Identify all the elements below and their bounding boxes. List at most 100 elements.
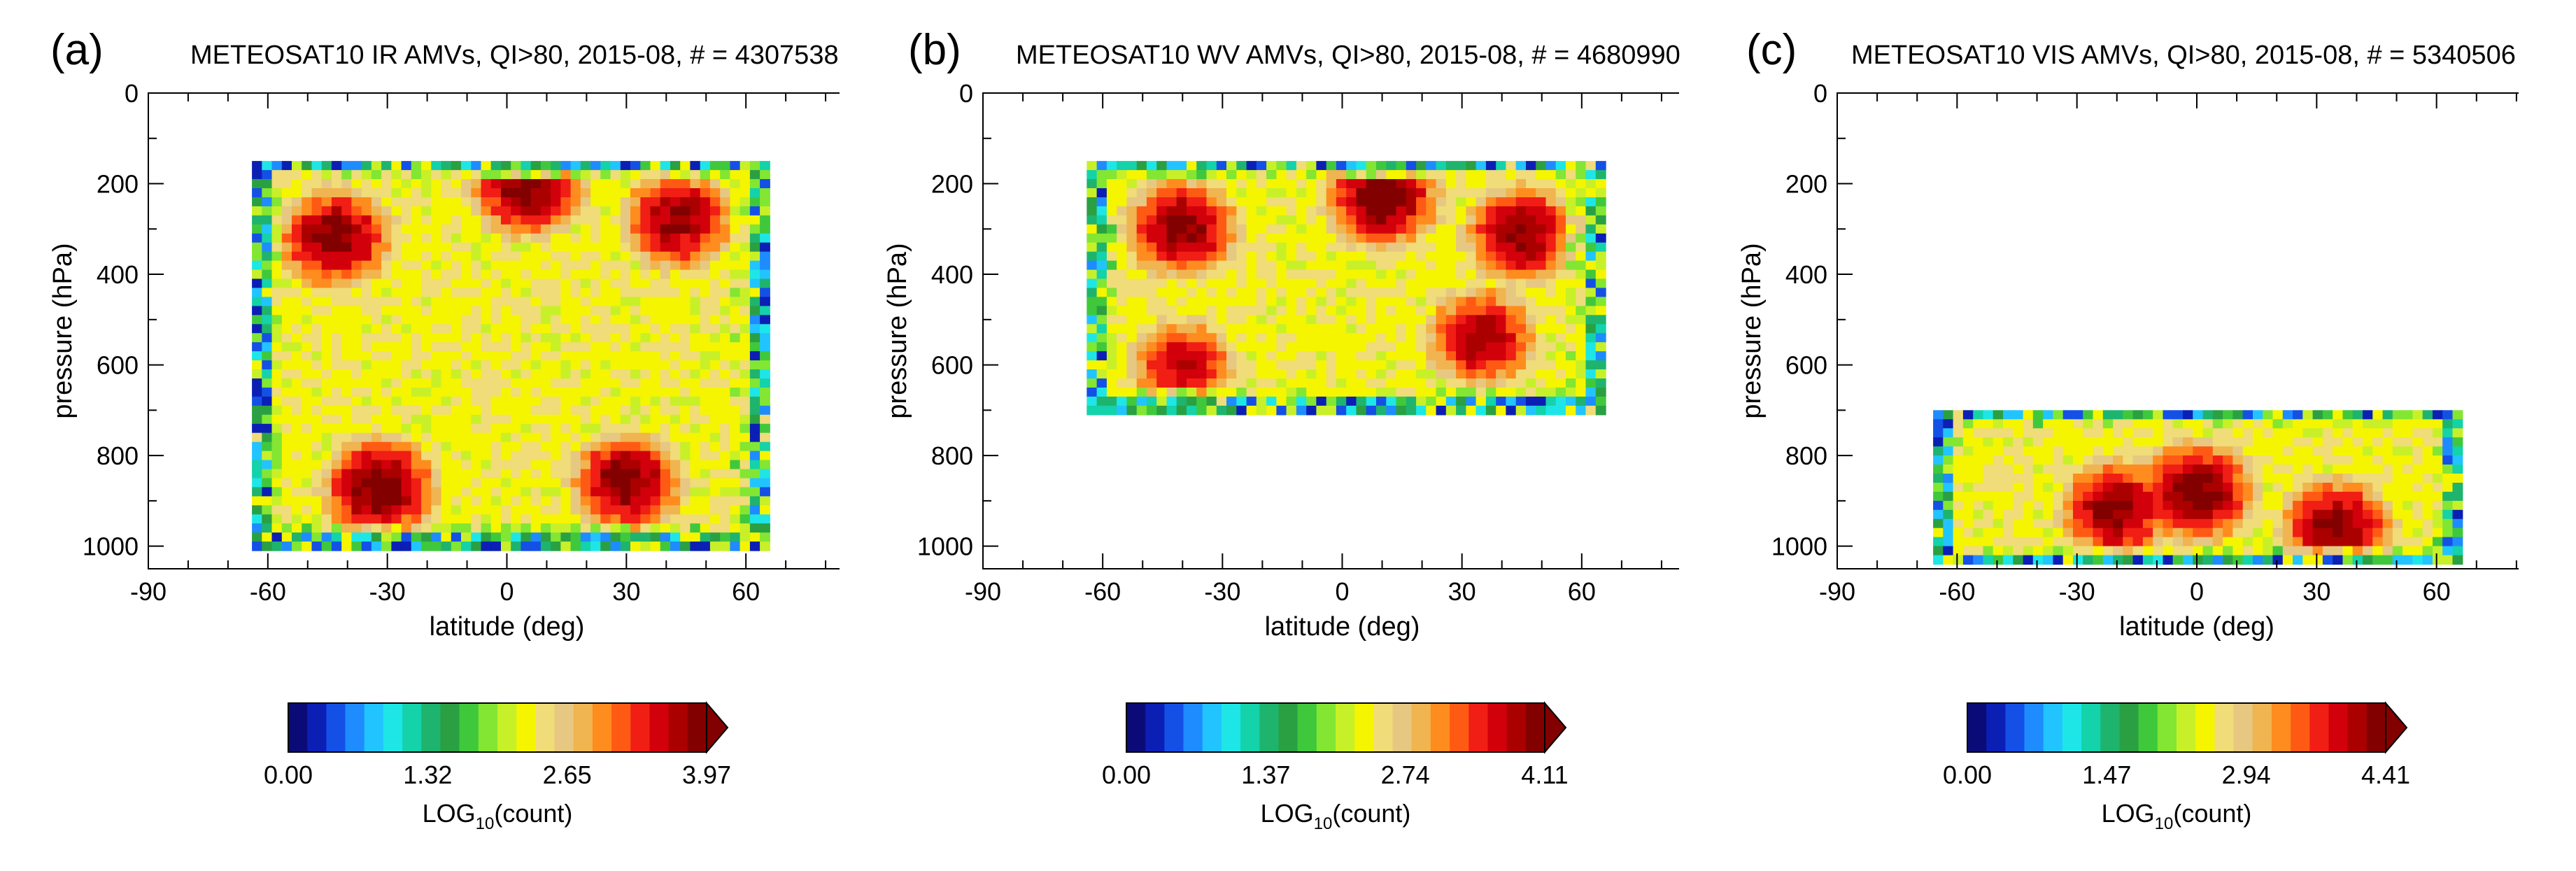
heatmap-cell: [1416, 369, 1427, 379]
colorbar-swatch: [459, 703, 479, 752]
heatmap-cell: [2113, 509, 2123, 520]
heatmap-cell: [560, 532, 572, 542]
heatmap-cell: [411, 179, 422, 189]
heatmap-cell: [341, 378, 352, 388]
heatmap-cell: [351, 188, 362, 198]
heatmap-cell: [521, 170, 532, 180]
heatmap-cell: [1216, 206, 1227, 216]
heatmap-cell: [2322, 518, 2333, 529]
heatmap-cell: [1585, 297, 1597, 306]
y-tick-label: 400: [931, 260, 973, 289]
heatmap-cell: [600, 541, 611, 551]
heatmap-cell: [1276, 388, 1287, 397]
heatmap-cell: [1536, 405, 1547, 416]
heatmap-cell: [2043, 419, 2053, 429]
heatmap-cell: [2123, 410, 2134, 420]
heatmap-cell: [441, 505, 452, 515]
heatmap-cell: [292, 378, 302, 388]
heatmap-cell: [1356, 360, 1367, 370]
heatmap-cell: [2442, 518, 2454, 529]
heatmap-cell: [1166, 315, 1177, 325]
heatmap-cell: [720, 188, 730, 198]
heatmap-cell: [1576, 278, 1587, 289]
heatmap-cell: [1376, 197, 1387, 207]
heatmap-cell: [570, 432, 581, 443]
heatmap-cell: [421, 351, 432, 361]
heatmap-cell: [361, 369, 372, 379]
heatmap-cell: [461, 378, 472, 388]
heatmap-cell: [1536, 161, 1547, 171]
heatmap-cell: [1396, 224, 1407, 234]
heatmap-cell: [2302, 410, 2314, 420]
heatmap-cell: [361, 288, 372, 298]
heatmap-cell: [381, 469, 392, 479]
heatmap-cell: [1216, 324, 1227, 334]
heatmap-cell: [2123, 474, 2134, 483]
heatmap-cell: [451, 496, 462, 506]
heatmap-cell: [600, 197, 611, 207]
heatmap-cell: [760, 215, 770, 225]
heatmap-cell: [1406, 188, 1417, 198]
heatmap-cell: [2013, 555, 2024, 565]
heatmap-cell: [511, 360, 521, 370]
heatmap-cell: [2342, 446, 2354, 456]
heatmap-cell: [1953, 474, 1964, 483]
heatmap-cell: [421, 405, 432, 416]
heatmap-cell: [281, 451, 292, 461]
heatmap-cell: [2193, 546, 2204, 556]
heatmap-cell: [610, 505, 621, 515]
heatmap-cell: [660, 541, 671, 551]
heatmap-cell: [1515, 315, 1527, 325]
heatmap-cell: [1156, 315, 1168, 325]
colorbar-label-sub: 10: [476, 814, 495, 833]
heatmap-cell: [730, 333, 741, 343]
heatmap-cell: [441, 215, 452, 225]
heatmap-cell: [1376, 378, 1387, 388]
heatmap-cell: [1096, 215, 1107, 225]
heatmap-cell: [441, 496, 452, 506]
heatmap-cell: [1426, 315, 1437, 325]
heatmap-cell: [1376, 351, 1387, 361]
heatmap-cell: [481, 469, 492, 479]
heatmap-cell: [1466, 342, 1477, 352]
heatmap-cell: [1106, 269, 1117, 280]
heatmap-cell: [680, 333, 691, 343]
heatmap-cell: [610, 251, 621, 262]
heatmap-cell: [530, 414, 542, 425]
heatmap-cell: [461, 541, 472, 551]
heatmap-cell: [570, 487, 581, 497]
heatmap-cell: [1993, 465, 2004, 474]
heatmap-cell: [431, 378, 442, 388]
heatmap-cell: [2272, 518, 2284, 529]
heatmap-cell: [341, 269, 352, 280]
heatmap-cell: [331, 378, 342, 388]
heatmap-cell: [252, 242, 262, 253]
heatmap-cell: [1187, 278, 1197, 289]
colorbar-swatch: [1430, 703, 1450, 752]
heatmap-cell: [1933, 527, 1944, 538]
heatmap-cell: [1526, 297, 1536, 306]
heatmap-cell: [1206, 333, 1217, 343]
heatmap-cell: [381, 224, 392, 234]
heatmap-cell: [1216, 170, 1227, 180]
heatmap-cell: [1506, 378, 1517, 388]
heatmap-cell: [371, 269, 382, 280]
heatmap-cell: [1176, 233, 1187, 243]
heatmap-cell: [1436, 233, 1447, 243]
heatmap-cell: [281, 460, 292, 470]
heatmap-cell: [739, 396, 751, 406]
heatmap-cell: [1466, 161, 1477, 171]
heatmap-cell: [2422, 491, 2433, 502]
heatmap-cell: [1346, 269, 1357, 280]
heatmap-cell: [2032, 437, 2044, 447]
heatmap-cell: [2202, 491, 2214, 502]
heatmap-cell: [411, 306, 422, 316]
heatmap-cell: [2102, 437, 2114, 447]
heatmap-cell: [2302, 474, 2314, 483]
heatmap-cell: [1595, 197, 1606, 207]
heatmap-cell: [1266, 378, 1277, 388]
heatmap-cell: [381, 414, 392, 425]
heatmap-cell: [1187, 288, 1197, 298]
heatmap-cell: [302, 161, 312, 171]
heatmap-cell: [521, 441, 532, 452]
